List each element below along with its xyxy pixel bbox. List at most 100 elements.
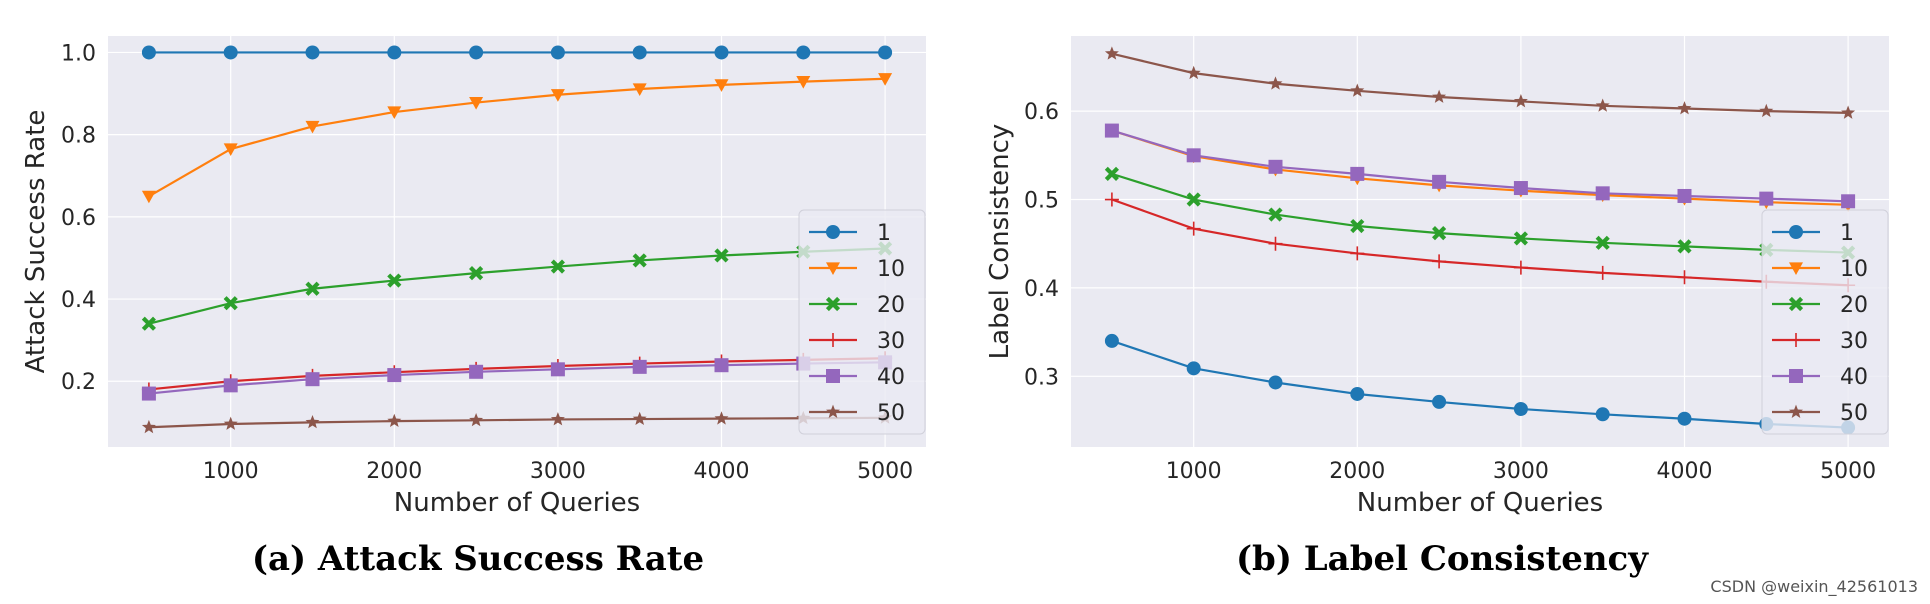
legend-marker xyxy=(826,333,840,347)
y-tick-label: 0.6 xyxy=(1024,100,1059,125)
data-point xyxy=(714,45,729,60)
data-point xyxy=(550,259,565,274)
data-point xyxy=(1841,194,1856,209)
data-point xyxy=(1104,333,1119,348)
legend-label: 30 xyxy=(1840,329,1868,354)
series-line xyxy=(148,247,886,325)
x-tick-label: 5000 xyxy=(857,459,913,484)
series-line xyxy=(148,361,886,395)
chart-label-consistency: 0.3 0.4 0.5 0.6 1000 2000 3000 4000 5000 Number o… xyxy=(985,36,1889,518)
data-point xyxy=(1432,394,1447,409)
data-point xyxy=(387,273,402,288)
legend-label: 1 xyxy=(877,221,891,246)
legend-item: 30 xyxy=(1772,329,1868,354)
legend-marker xyxy=(1789,369,1803,383)
data-point xyxy=(1350,246,1365,261)
y-tick-label: 0.5 xyxy=(1024,189,1059,214)
y-tick-label: 0.3 xyxy=(1024,365,1059,390)
legend-label: 10 xyxy=(1840,257,1868,282)
data-point xyxy=(223,296,238,311)
legend-box xyxy=(1761,209,1889,435)
legend-marker xyxy=(826,262,840,275)
legend-label: 40 xyxy=(1840,365,1868,390)
data-point xyxy=(796,76,811,89)
legend-item: 1 xyxy=(1772,221,1854,246)
legend: 1 10 20 30 40 50 xyxy=(1761,209,1889,435)
data-point xyxy=(1513,401,1528,416)
legend-item: 20 xyxy=(809,293,905,318)
data-point xyxy=(714,358,729,373)
legend-box xyxy=(798,209,926,435)
data-point xyxy=(1677,188,1692,203)
data-point xyxy=(1350,83,1365,97)
legend-item: 40 xyxy=(809,365,905,390)
legend: 1 10 20 30 40 50 xyxy=(798,209,926,435)
data-point xyxy=(550,89,565,102)
data-point xyxy=(223,416,238,430)
data-point xyxy=(1841,105,1856,119)
legend-marker xyxy=(825,296,841,312)
data-point xyxy=(632,83,647,97)
data-point xyxy=(878,45,893,60)
data-point xyxy=(1432,226,1447,241)
data-point xyxy=(1268,207,1283,222)
data-point xyxy=(1595,235,1610,250)
data-point xyxy=(1186,65,1201,80)
series-line xyxy=(1111,129,1849,203)
data-point xyxy=(305,120,320,134)
x-axis-label: Number of Queries xyxy=(1357,488,1603,518)
series-line xyxy=(1111,52,1849,114)
x-tick-label: 1000 xyxy=(1166,459,1222,484)
data-point xyxy=(223,378,238,393)
data-point xyxy=(714,79,729,92)
data-point xyxy=(387,45,402,60)
x-tick-label: 3000 xyxy=(1493,459,1549,484)
data-point xyxy=(1513,231,1528,246)
data-point xyxy=(632,253,647,268)
data-point xyxy=(469,364,484,379)
data-point xyxy=(1432,89,1447,103)
series-line xyxy=(148,416,886,429)
data-point xyxy=(1268,236,1283,251)
legend-label: 50 xyxy=(1840,401,1868,426)
data-point xyxy=(550,362,565,377)
data-point xyxy=(469,412,484,427)
legend-marker xyxy=(1788,296,1804,312)
plot-area xyxy=(108,36,926,447)
data-point xyxy=(1186,221,1201,236)
x-tick-label: 5000 xyxy=(1820,459,1876,484)
data-point xyxy=(469,45,484,60)
legend-item: 10 xyxy=(1772,257,1868,282)
data-point xyxy=(1104,166,1119,181)
legend-marker xyxy=(1789,262,1803,275)
series-line xyxy=(148,77,886,198)
data-point xyxy=(141,386,156,401)
legend-marker xyxy=(1789,404,1803,418)
data-point xyxy=(387,106,402,120)
data-point xyxy=(1759,191,1774,206)
data-point xyxy=(1186,192,1201,207)
data-point xyxy=(878,73,893,86)
x-tick-label: 4000 xyxy=(694,459,750,484)
data-point xyxy=(1268,76,1283,90)
legend-marker xyxy=(826,225,840,239)
legend-item: 50 xyxy=(1772,401,1868,426)
series-10 xyxy=(141,73,893,204)
data-point xyxy=(1350,218,1365,234)
x-tick-label: 2000 xyxy=(366,459,422,484)
data-point xyxy=(796,45,811,60)
data-point xyxy=(141,190,156,204)
legend-label: 20 xyxy=(1840,293,1868,318)
legend-marker xyxy=(1789,225,1803,239)
legend-label: 20 xyxy=(877,293,905,318)
data-point xyxy=(1104,192,1119,207)
x-tick-label: 2000 xyxy=(1329,459,1385,484)
data-point xyxy=(714,248,729,263)
data-point xyxy=(1677,411,1692,426)
data-point xyxy=(632,411,647,425)
x-tick-label: 4000 xyxy=(1657,459,1713,484)
data-point xyxy=(1595,265,1610,280)
y-tick-label: 0.4 xyxy=(1024,277,1059,302)
caption-a: (a) Attack Success Rate xyxy=(252,539,704,579)
